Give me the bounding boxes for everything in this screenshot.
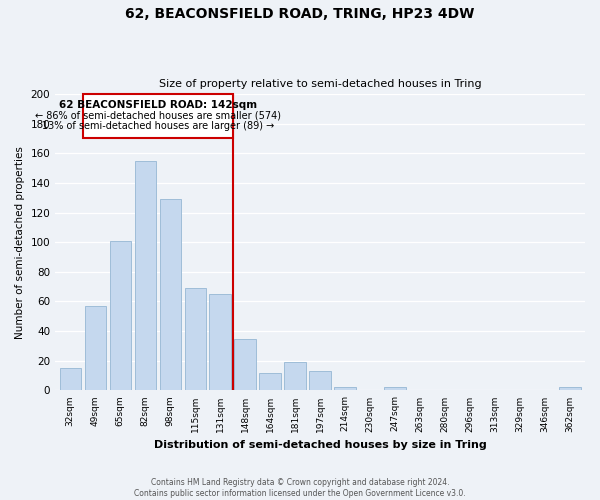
Bar xyxy=(185,288,206,390)
Bar xyxy=(134,160,156,390)
Bar xyxy=(160,199,181,390)
Text: ← 86% of semi-detached houses are smaller (574): ← 86% of semi-detached houses are smalle… xyxy=(35,110,281,120)
Bar xyxy=(59,368,81,390)
Bar xyxy=(110,240,131,390)
Text: 13% of semi-detached houses are larger (89) →: 13% of semi-detached houses are larger (… xyxy=(41,120,274,130)
Bar xyxy=(334,388,356,390)
Bar xyxy=(310,371,331,390)
Bar xyxy=(209,294,231,390)
Bar xyxy=(259,372,281,390)
Bar xyxy=(559,388,581,390)
Bar xyxy=(235,338,256,390)
Title: Size of property relative to semi-detached houses in Tring: Size of property relative to semi-detach… xyxy=(159,79,481,89)
Text: 62, BEACONSFIELD ROAD, TRING, HP23 4DW: 62, BEACONSFIELD ROAD, TRING, HP23 4DW xyxy=(125,8,475,22)
Bar xyxy=(284,362,306,390)
Bar xyxy=(85,306,106,390)
FancyBboxPatch shape xyxy=(83,94,233,138)
X-axis label: Distribution of semi-detached houses by size in Tring: Distribution of semi-detached houses by … xyxy=(154,440,487,450)
Text: 62 BEACONSFIELD ROAD: 142sqm: 62 BEACONSFIELD ROAD: 142sqm xyxy=(59,100,257,110)
Y-axis label: Number of semi-detached properties: Number of semi-detached properties xyxy=(15,146,25,338)
Bar xyxy=(385,388,406,390)
Text: Contains HM Land Registry data © Crown copyright and database right 2024.
Contai: Contains HM Land Registry data © Crown c… xyxy=(134,478,466,498)
